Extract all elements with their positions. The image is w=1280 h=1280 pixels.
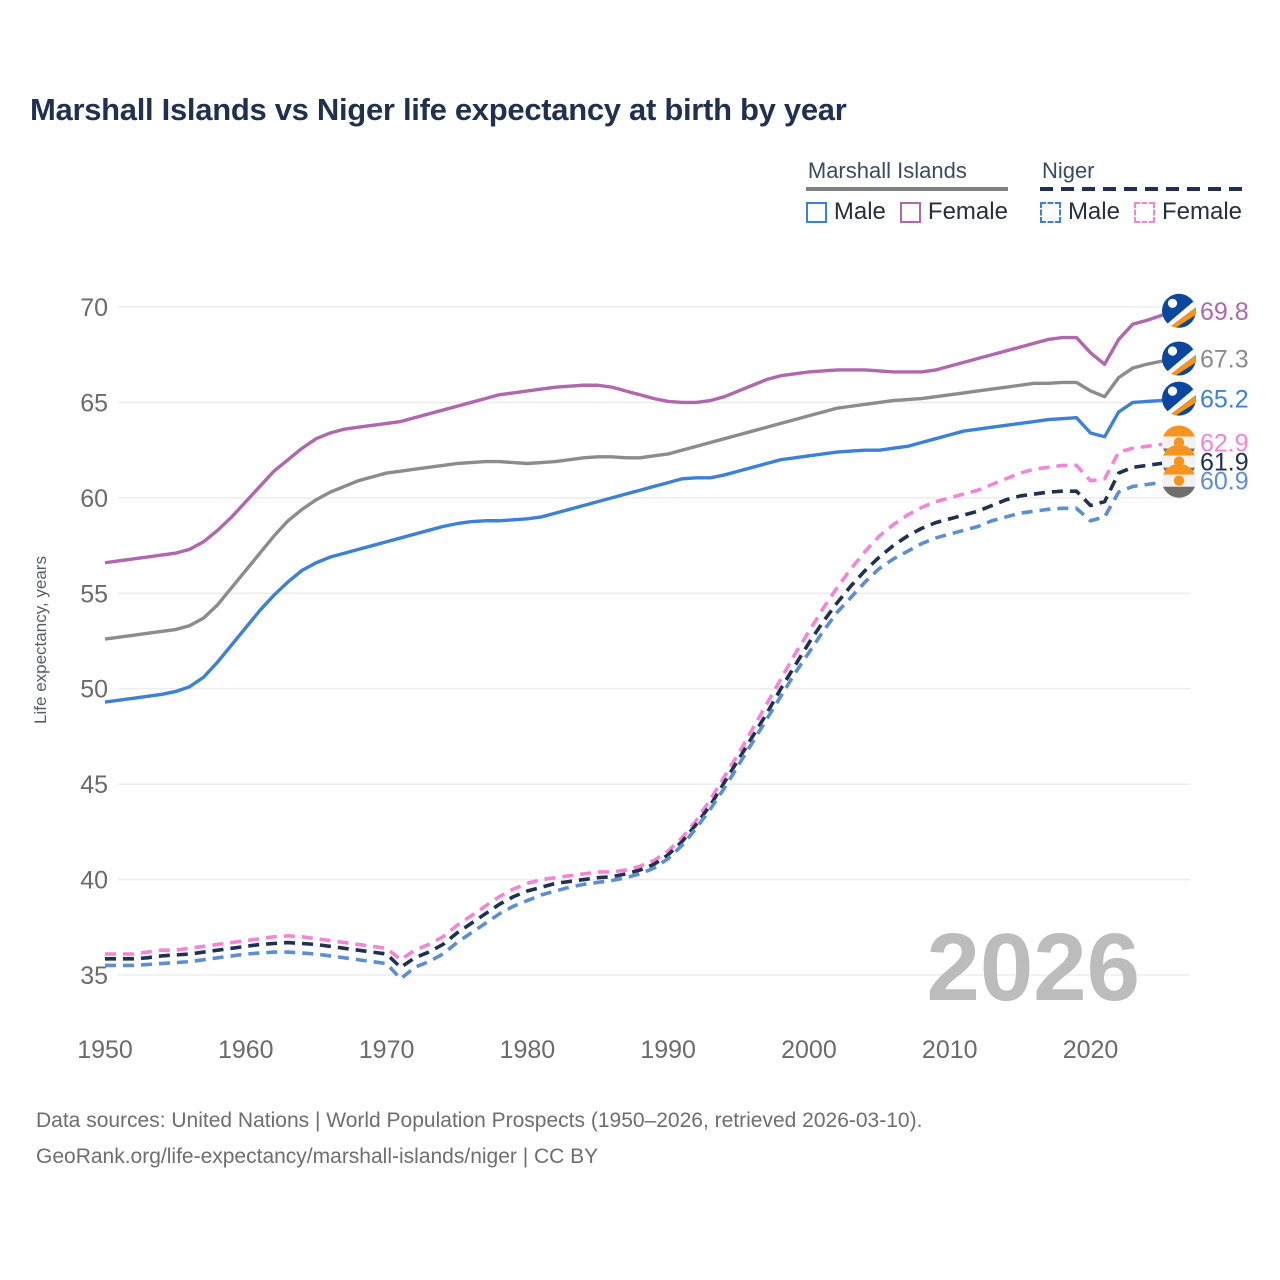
y-axis-ticks: 35 40 45 50 55 60 65 70 (80, 294, 108, 990)
end-value-label: 67.3 (1200, 346, 1249, 374)
legend-group-title-marshall-islands: Marshall Islands (807, 158, 967, 183)
page-title: Marshall Islands vs Niger life expectanc… (30, 92, 847, 127)
legend-group-marshall-islands: Marshall Islands Male Female (805, 158, 1008, 225)
legend-swatch-icon (1133, 201, 1155, 223)
end-value-label: 69.8 (1200, 298, 1249, 326)
legend-group-title-niger: Niger (1041, 158, 1095, 183)
chart-legend: Marshall Islands Male Female Niger Male (805, 158, 1242, 225)
series-line (104, 309, 1176, 565)
y-tick-label: 35 (80, 962, 108, 990)
end-value-markers: 69.8 67.3 65.2 62.961.960.9 (1159, 294, 1249, 499)
x-tick-label: 2000 (781, 1036, 837, 1064)
year-watermark: 2026 (926, 914, 1140, 1021)
y-tick-label: 70 (80, 294, 108, 322)
legend-swatch-icon (805, 201, 827, 223)
legend-item-label: Male (1067, 198, 1120, 225)
legend-group-niger: Niger Male Female (1039, 158, 1242, 225)
x-tick-label: 1980 (500, 1036, 556, 1064)
y-tick-label: 40 (80, 867, 108, 895)
y-tick-label: 45 (80, 771, 108, 799)
x-tick-label: 1990 (640, 1036, 696, 1064)
footer-credits: Data sources: United Nations | World Pop… (36, 1103, 922, 1175)
series-line (104, 396, 1176, 704)
x-tick-label: 1960 (218, 1036, 274, 1064)
legend-items-niger: Male Female (1039, 198, 1242, 225)
footer-line-url[interactable]: GeoRank.org/life-expectancy/marshall-isl… (36, 1145, 599, 1168)
legend-item-label: Male (833, 198, 886, 225)
x-tick-label: 2020 (1063, 1036, 1119, 1064)
x-tick-label: 2010 (922, 1036, 978, 1064)
data-series-lines (104, 309, 1176, 981)
x-tick-label: 1950 (77, 1036, 133, 1064)
marshall-islands-flag-icon (1159, 382, 1199, 419)
series-line (105, 478, 1176, 981)
legend-item-label: Female (1161, 198, 1242, 225)
end-value-label: 61.9 (1200, 449, 1249, 477)
marshall-islands-flag-icon (1159, 342, 1199, 379)
y-axis-label: Life expectancy, years (31, 556, 50, 724)
legend-rule-dashed (1039, 187, 1242, 191)
x-axis-ticks: 1950 1960 1970 1980 1990 2000 2010 2020 (77, 1036, 1118, 1064)
footer-line-sources: Data sources: United Nations | World Pop… (36, 1109, 923, 1132)
series-line (105, 459, 1176, 970)
legend-swatch-icon (899, 201, 921, 223)
legend-item-marshall-islands-male[interactable]: Male (805, 198, 886, 225)
legend-item-marshall-islands-female[interactable]: Female (899, 198, 1008, 225)
end-value-label: 62.9 (1200, 430, 1249, 458)
marshall-islands-flag-icon (1159, 294, 1199, 331)
legend-item-label: Female (927, 198, 1008, 225)
y-tick-label: 65 (80, 389, 108, 417)
x-tick-label: 1970 (359, 1036, 415, 1064)
end-value-label: 60.9 (1200, 468, 1249, 496)
y-tick-label: 60 (80, 485, 108, 513)
legend-rule-solid (805, 187, 1008, 191)
legend-item-niger-female[interactable]: Female (1133, 198, 1242, 225)
y-tick-label: 50 (80, 676, 108, 704)
legend-item-niger-male[interactable]: Male (1039, 198, 1120, 225)
legend-items-marshall-islands: Male Female (805, 198, 1008, 225)
series-line (105, 440, 1176, 962)
y-tick-label: 55 (80, 580, 108, 608)
end-value-label: 65.2 (1200, 386, 1249, 414)
legend-swatch-icon (1039, 201, 1061, 223)
series-line (104, 356, 1176, 641)
gridlines (118, 306, 1190, 976)
